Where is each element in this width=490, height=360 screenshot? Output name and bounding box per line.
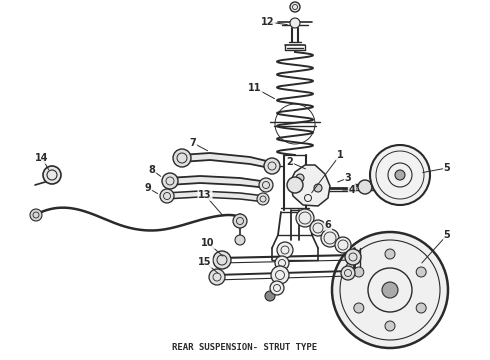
Circle shape [173,149,191,167]
Circle shape [275,256,289,270]
Circle shape [370,145,430,205]
Text: 10: 10 [201,238,215,248]
Text: 6: 6 [324,220,331,230]
Circle shape [341,266,355,280]
Circle shape [235,235,245,245]
Text: 11: 11 [248,83,262,93]
Circle shape [416,267,426,277]
Circle shape [270,281,284,295]
Text: REAR SUSPENSION- STRUT TYPE: REAR SUSPENSION- STRUT TYPE [172,343,318,352]
Circle shape [287,177,303,193]
Text: 14: 14 [35,153,49,163]
Text: 7: 7 [190,138,196,148]
Circle shape [296,174,304,182]
Polygon shape [168,176,268,188]
Text: 5: 5 [443,230,450,240]
Circle shape [314,184,322,192]
Text: 3: 3 [344,173,351,183]
Circle shape [354,303,364,313]
Text: 1: 1 [337,150,343,160]
Circle shape [382,282,398,298]
Circle shape [354,267,364,277]
Circle shape [335,237,351,253]
Circle shape [265,291,275,301]
Circle shape [162,173,178,189]
Circle shape [213,251,231,269]
Circle shape [257,193,269,205]
Circle shape [345,249,361,265]
Circle shape [43,166,61,184]
Text: 4: 4 [348,185,355,195]
Text: 5: 5 [443,163,450,173]
Text: 9: 9 [145,183,151,193]
Circle shape [209,269,225,285]
Polygon shape [180,153,275,169]
Polygon shape [165,191,265,202]
Circle shape [30,209,42,221]
Circle shape [277,242,293,258]
Circle shape [259,178,273,192]
Circle shape [290,18,300,28]
Text: 8: 8 [148,165,155,175]
Polygon shape [290,165,330,206]
Text: 13: 13 [198,190,212,200]
Circle shape [332,232,448,348]
Circle shape [385,321,395,331]
Circle shape [358,180,372,194]
Circle shape [321,229,339,247]
Circle shape [271,266,289,284]
Text: 2: 2 [287,157,294,167]
Circle shape [160,189,174,203]
Text: 15: 15 [198,257,212,267]
Circle shape [233,214,247,228]
Circle shape [296,209,314,227]
Circle shape [310,220,326,236]
Circle shape [395,170,405,180]
Circle shape [416,303,426,313]
Circle shape [290,2,300,12]
Circle shape [385,249,395,259]
Circle shape [264,158,280,174]
Text: 12: 12 [261,17,275,27]
